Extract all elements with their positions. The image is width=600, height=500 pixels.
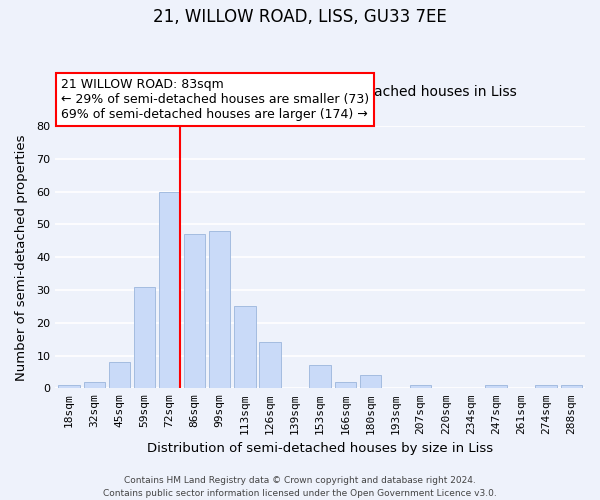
Bar [234,306,256,388]
Bar [209,231,230,388]
X-axis label: Distribution of semi-detached houses by size in Liss: Distribution of semi-detached houses by … [147,442,493,455]
Bar [560,385,582,388]
Bar [259,342,281,388]
Bar [159,192,180,388]
Bar [410,385,431,388]
Bar [335,382,356,388]
Bar [83,382,105,388]
Text: 21 WILLOW ROAD: 83sqm
← 29% of semi-detached houses are smaller (73)
69% of semi: 21 WILLOW ROAD: 83sqm ← 29% of semi-deta… [61,78,369,121]
Text: 21, WILLOW ROAD, LISS, GU33 7EE: 21, WILLOW ROAD, LISS, GU33 7EE [153,8,447,26]
Title: Size of property relative to semi-detached houses in Liss: Size of property relative to semi-detach… [123,84,517,98]
Bar [134,286,155,388]
Y-axis label: Number of semi-detached properties: Number of semi-detached properties [15,134,28,380]
Bar [184,234,205,388]
Bar [535,385,557,388]
Bar [109,362,130,388]
Bar [58,385,80,388]
Text: Contains HM Land Registry data © Crown copyright and database right 2024.
Contai: Contains HM Land Registry data © Crown c… [103,476,497,498]
Bar [310,366,331,388]
Bar [359,375,381,388]
Bar [485,385,506,388]
